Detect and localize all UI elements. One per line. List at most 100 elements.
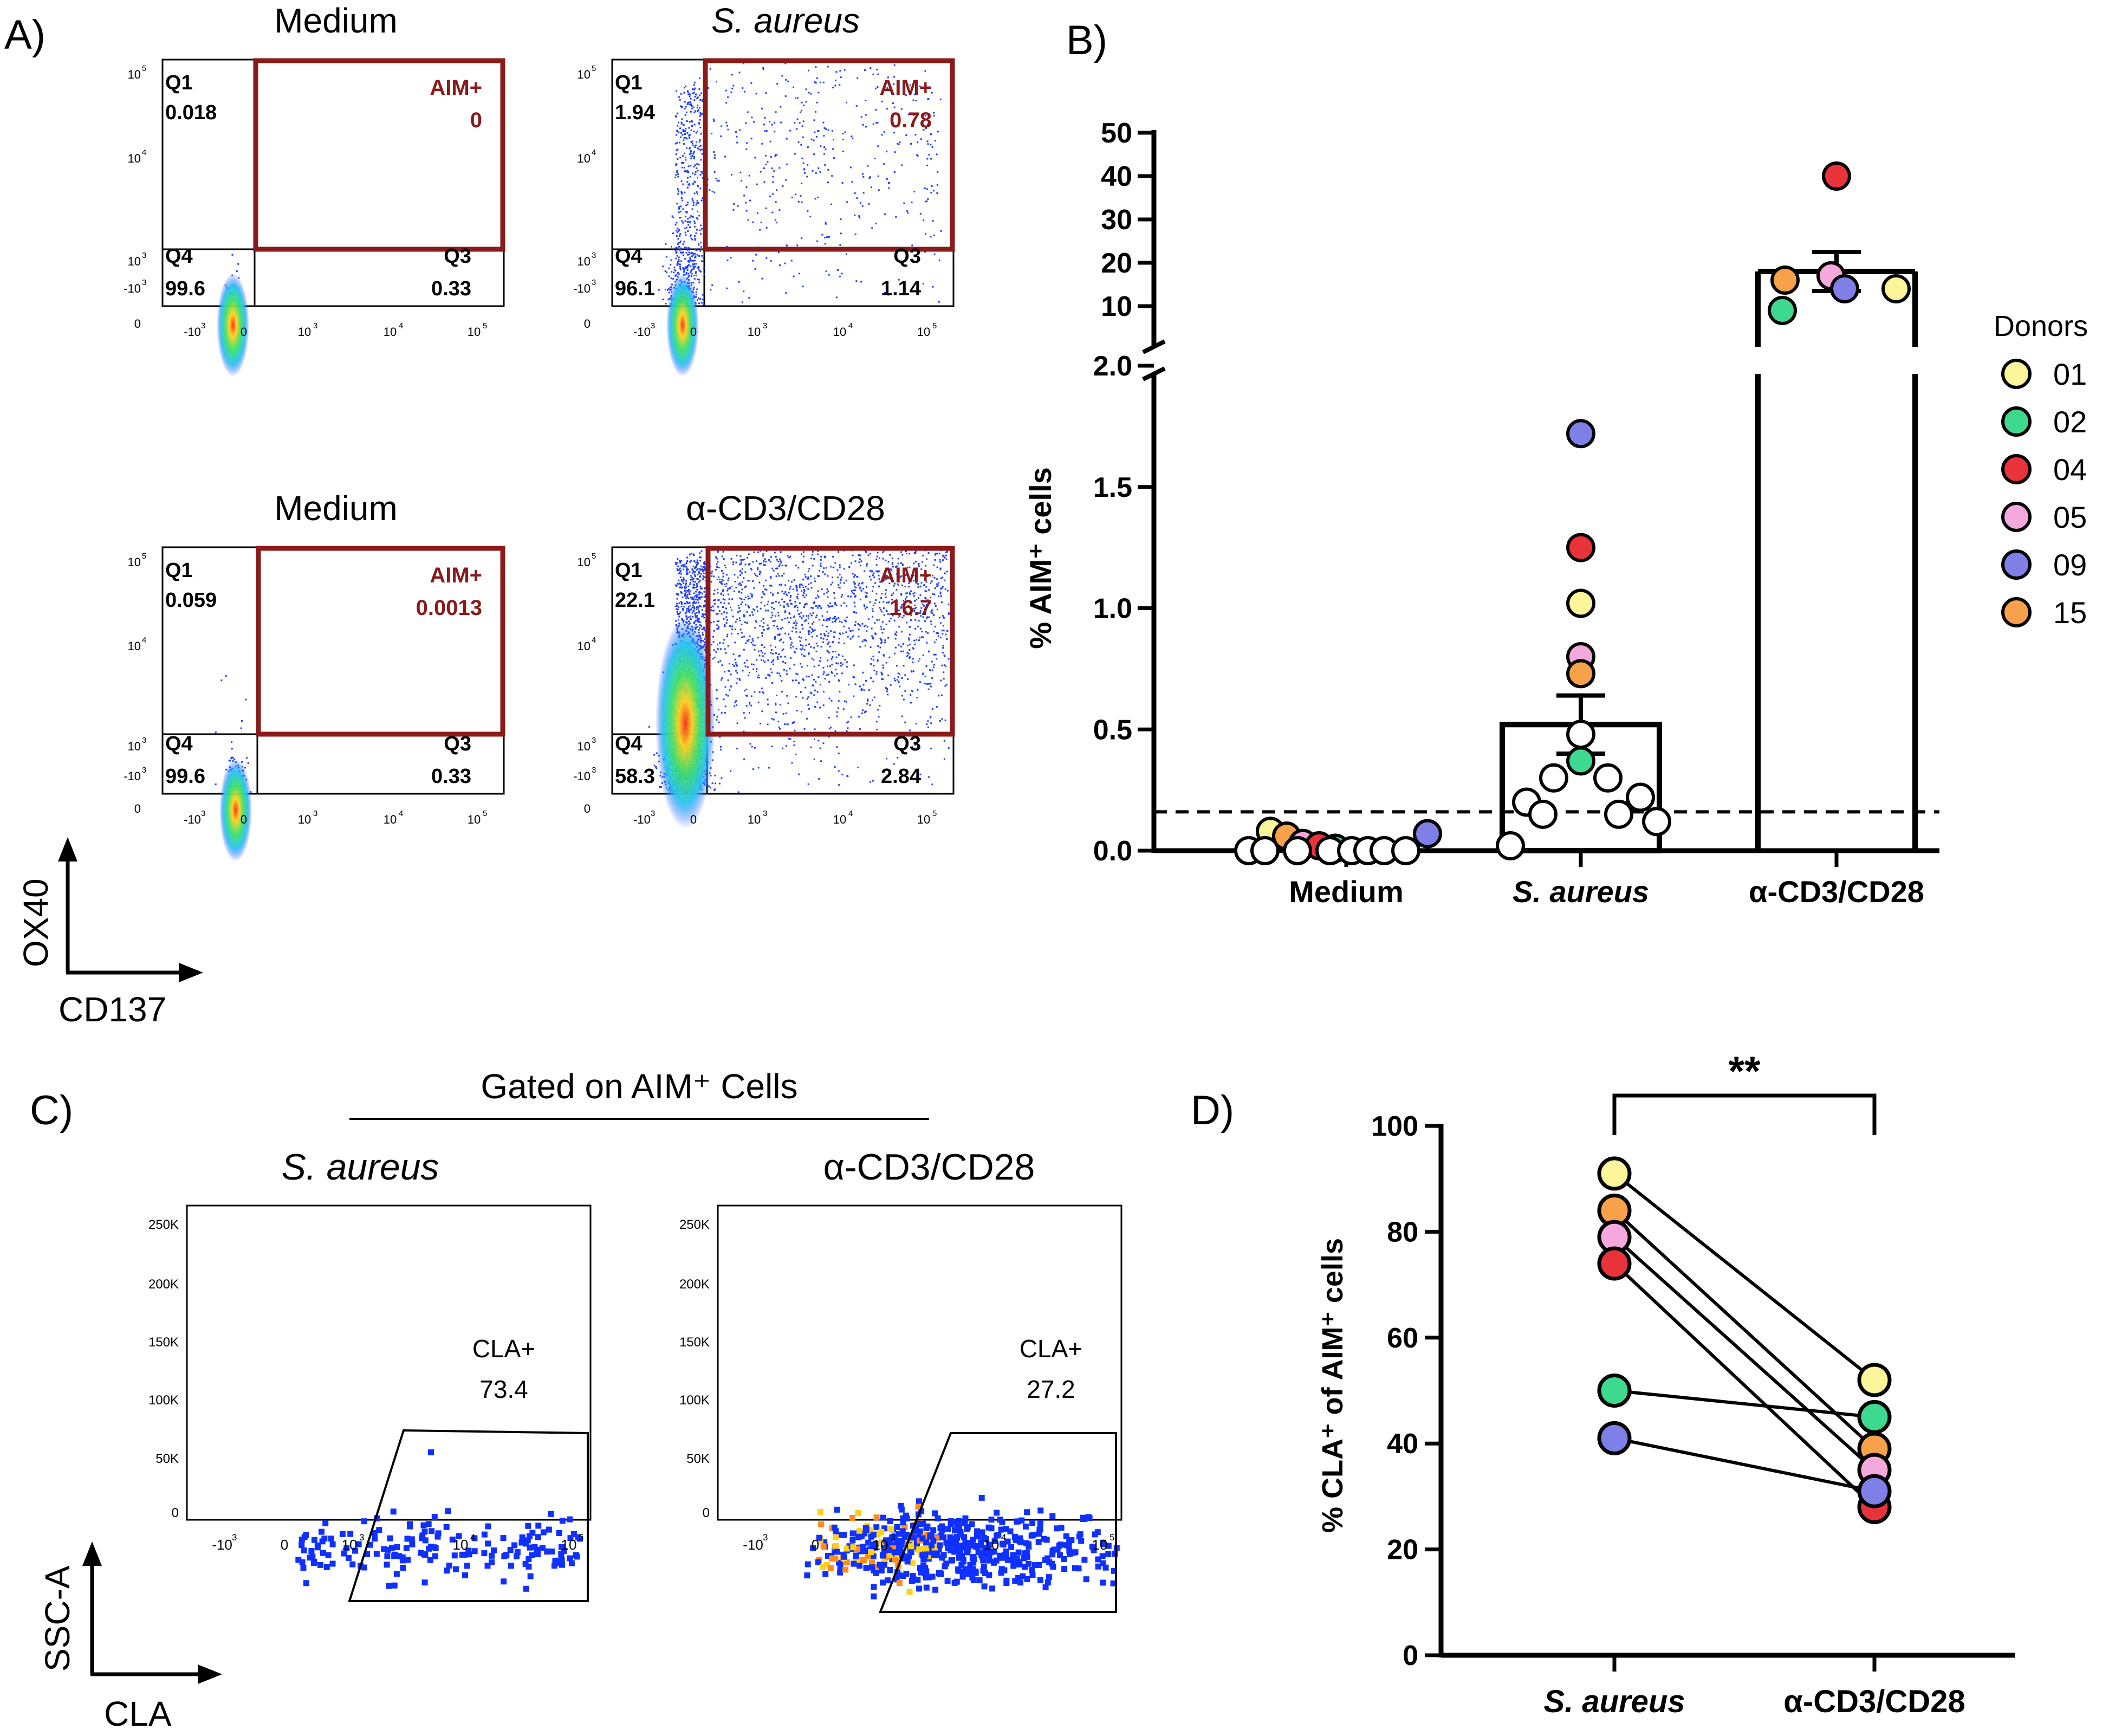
flow-event-dot	[702, 578, 704, 580]
flow-event-dot	[686, 601, 688, 603]
flow-event-dot	[858, 636, 860, 638]
flow-event-dot	[764, 605, 765, 607]
flow-event-dot	[693, 574, 696, 576]
flow-event-dot	[815, 643, 817, 645]
flow-event-dot	[778, 601, 780, 604]
flow-event-dot	[922, 636, 924, 638]
flow-event-dot	[844, 131, 846, 133]
flow-event-dot	[864, 606, 866, 607]
flow-event-dot	[689, 605, 691, 607]
flow-event-dot	[679, 242, 681, 244]
flow-event-dot	[872, 605, 874, 607]
flow-event-dot	[685, 211, 687, 213]
flow-event-dot	[820, 646, 822, 647]
flow-event-dot	[689, 95, 691, 98]
flow-event-dot	[762, 555, 764, 557]
flow-event-dot	[767, 610, 769, 612]
flow-event-dot	[804, 620, 806, 622]
flow-event-dot	[928, 683, 930, 685]
flow-event-dot	[883, 628, 885, 630]
x-tick-label: -10	[633, 325, 651, 339]
flow-event-dot	[933, 112, 935, 114]
flow-event-dot	[861, 205, 864, 207]
flow-event-dot	[931, 783, 933, 786]
flow-event-dot	[738, 655, 740, 657]
flow-event-dot	[943, 664, 945, 666]
flow-event-dot	[920, 138, 922, 140]
flow-event-dot	[893, 585, 895, 587]
flow-event-dot	[764, 130, 766, 132]
flow-event-dot	[683, 87, 685, 89]
flow-event-dot	[741, 632, 743, 634]
flow-event-dot	[692, 282, 695, 284]
flow-event-dot	[704, 561, 706, 563]
flow-event-dot	[832, 581, 833, 584]
flow-event-dot	[736, 722, 738, 724]
flow-event-dot	[941, 694, 943, 696]
flow-event-dot	[689, 217, 691, 219]
flow-event-dot	[820, 562, 822, 565]
flow-event-dot	[728, 577, 730, 579]
flow-event-dot	[774, 219, 776, 221]
flow-event-dot	[724, 686, 726, 688]
flow-event-dot	[692, 578, 695, 580]
flow-event-dot	[703, 613, 705, 616]
flow-event-dot	[719, 581, 721, 583]
flow-event-dot	[812, 685, 814, 686]
flow-event-dot	[940, 230, 942, 232]
flow-event-dot	[918, 251, 920, 254]
flow-event-dot	[933, 564, 935, 566]
flow-event-dot	[682, 580, 684, 582]
cla-event-dot	[328, 1536, 334, 1542]
cla-event-dot	[403, 1545, 410, 1551]
flow-event-dot	[773, 718, 775, 721]
flow-event-dot	[789, 668, 791, 670]
flow-event-dot	[943, 655, 945, 656]
donor-data-point	[1593, 763, 1623, 793]
flow-event-dot	[743, 758, 745, 760]
q3-label: Q3	[893, 733, 921, 755]
flow-event-dot	[739, 582, 741, 584]
cla-event-dot	[518, 1539, 525, 1546]
flow-event-dot	[686, 226, 687, 229]
flow-event-dot	[891, 599, 893, 601]
flow-event-dot	[763, 124, 765, 126]
flow-event-dot	[939, 720, 941, 722]
cla-event-dot	[391, 1553, 398, 1559]
x-category-label: S. aureus	[1513, 875, 1649, 909]
flow-event-dot	[942, 615, 944, 617]
x-tick-exponent: 3	[651, 321, 655, 331]
flow-event-dot	[885, 662, 887, 664]
flow-event-dot	[884, 642, 886, 644]
flow-event-dot	[827, 643, 829, 645]
flow-event-dot	[696, 606, 698, 608]
cla-event-dot	[481, 1550, 488, 1557]
flow-event-dot	[931, 185, 933, 187]
flow-event-dot	[767, 600, 769, 603]
flow-event-dot	[656, 767, 658, 769]
flow-event-dot	[785, 79, 787, 81]
flow-event-dot	[680, 587, 683, 589]
flow-event-dot	[741, 572, 743, 574]
flow-event-dot	[684, 587, 686, 589]
flow-event-dot	[772, 181, 774, 183]
flow-event-dot	[736, 704, 737, 706]
flow-event-dot	[751, 611, 753, 613]
flow-event-dot	[677, 193, 679, 195]
flow-event-dot	[689, 581, 691, 584]
flow-event-dot	[932, 220, 934, 222]
flow-event-dot	[805, 603, 807, 605]
flow-event-dot	[699, 114, 702, 116]
flow-event-dot	[883, 131, 885, 133]
flow-event-dot	[922, 561, 923, 563]
flow-event-dot	[880, 597, 882, 599]
flow-event-dot	[717, 561, 719, 563]
flow-event-dot	[677, 173, 679, 175]
flow-event-dot	[744, 563, 747, 566]
flow-event-dot	[907, 605, 910, 607]
flow-event-dot	[754, 644, 756, 646]
flow-event-dot	[677, 176, 679, 178]
flow-event-dot	[807, 164, 809, 166]
flow-event-dot	[877, 659, 879, 661]
